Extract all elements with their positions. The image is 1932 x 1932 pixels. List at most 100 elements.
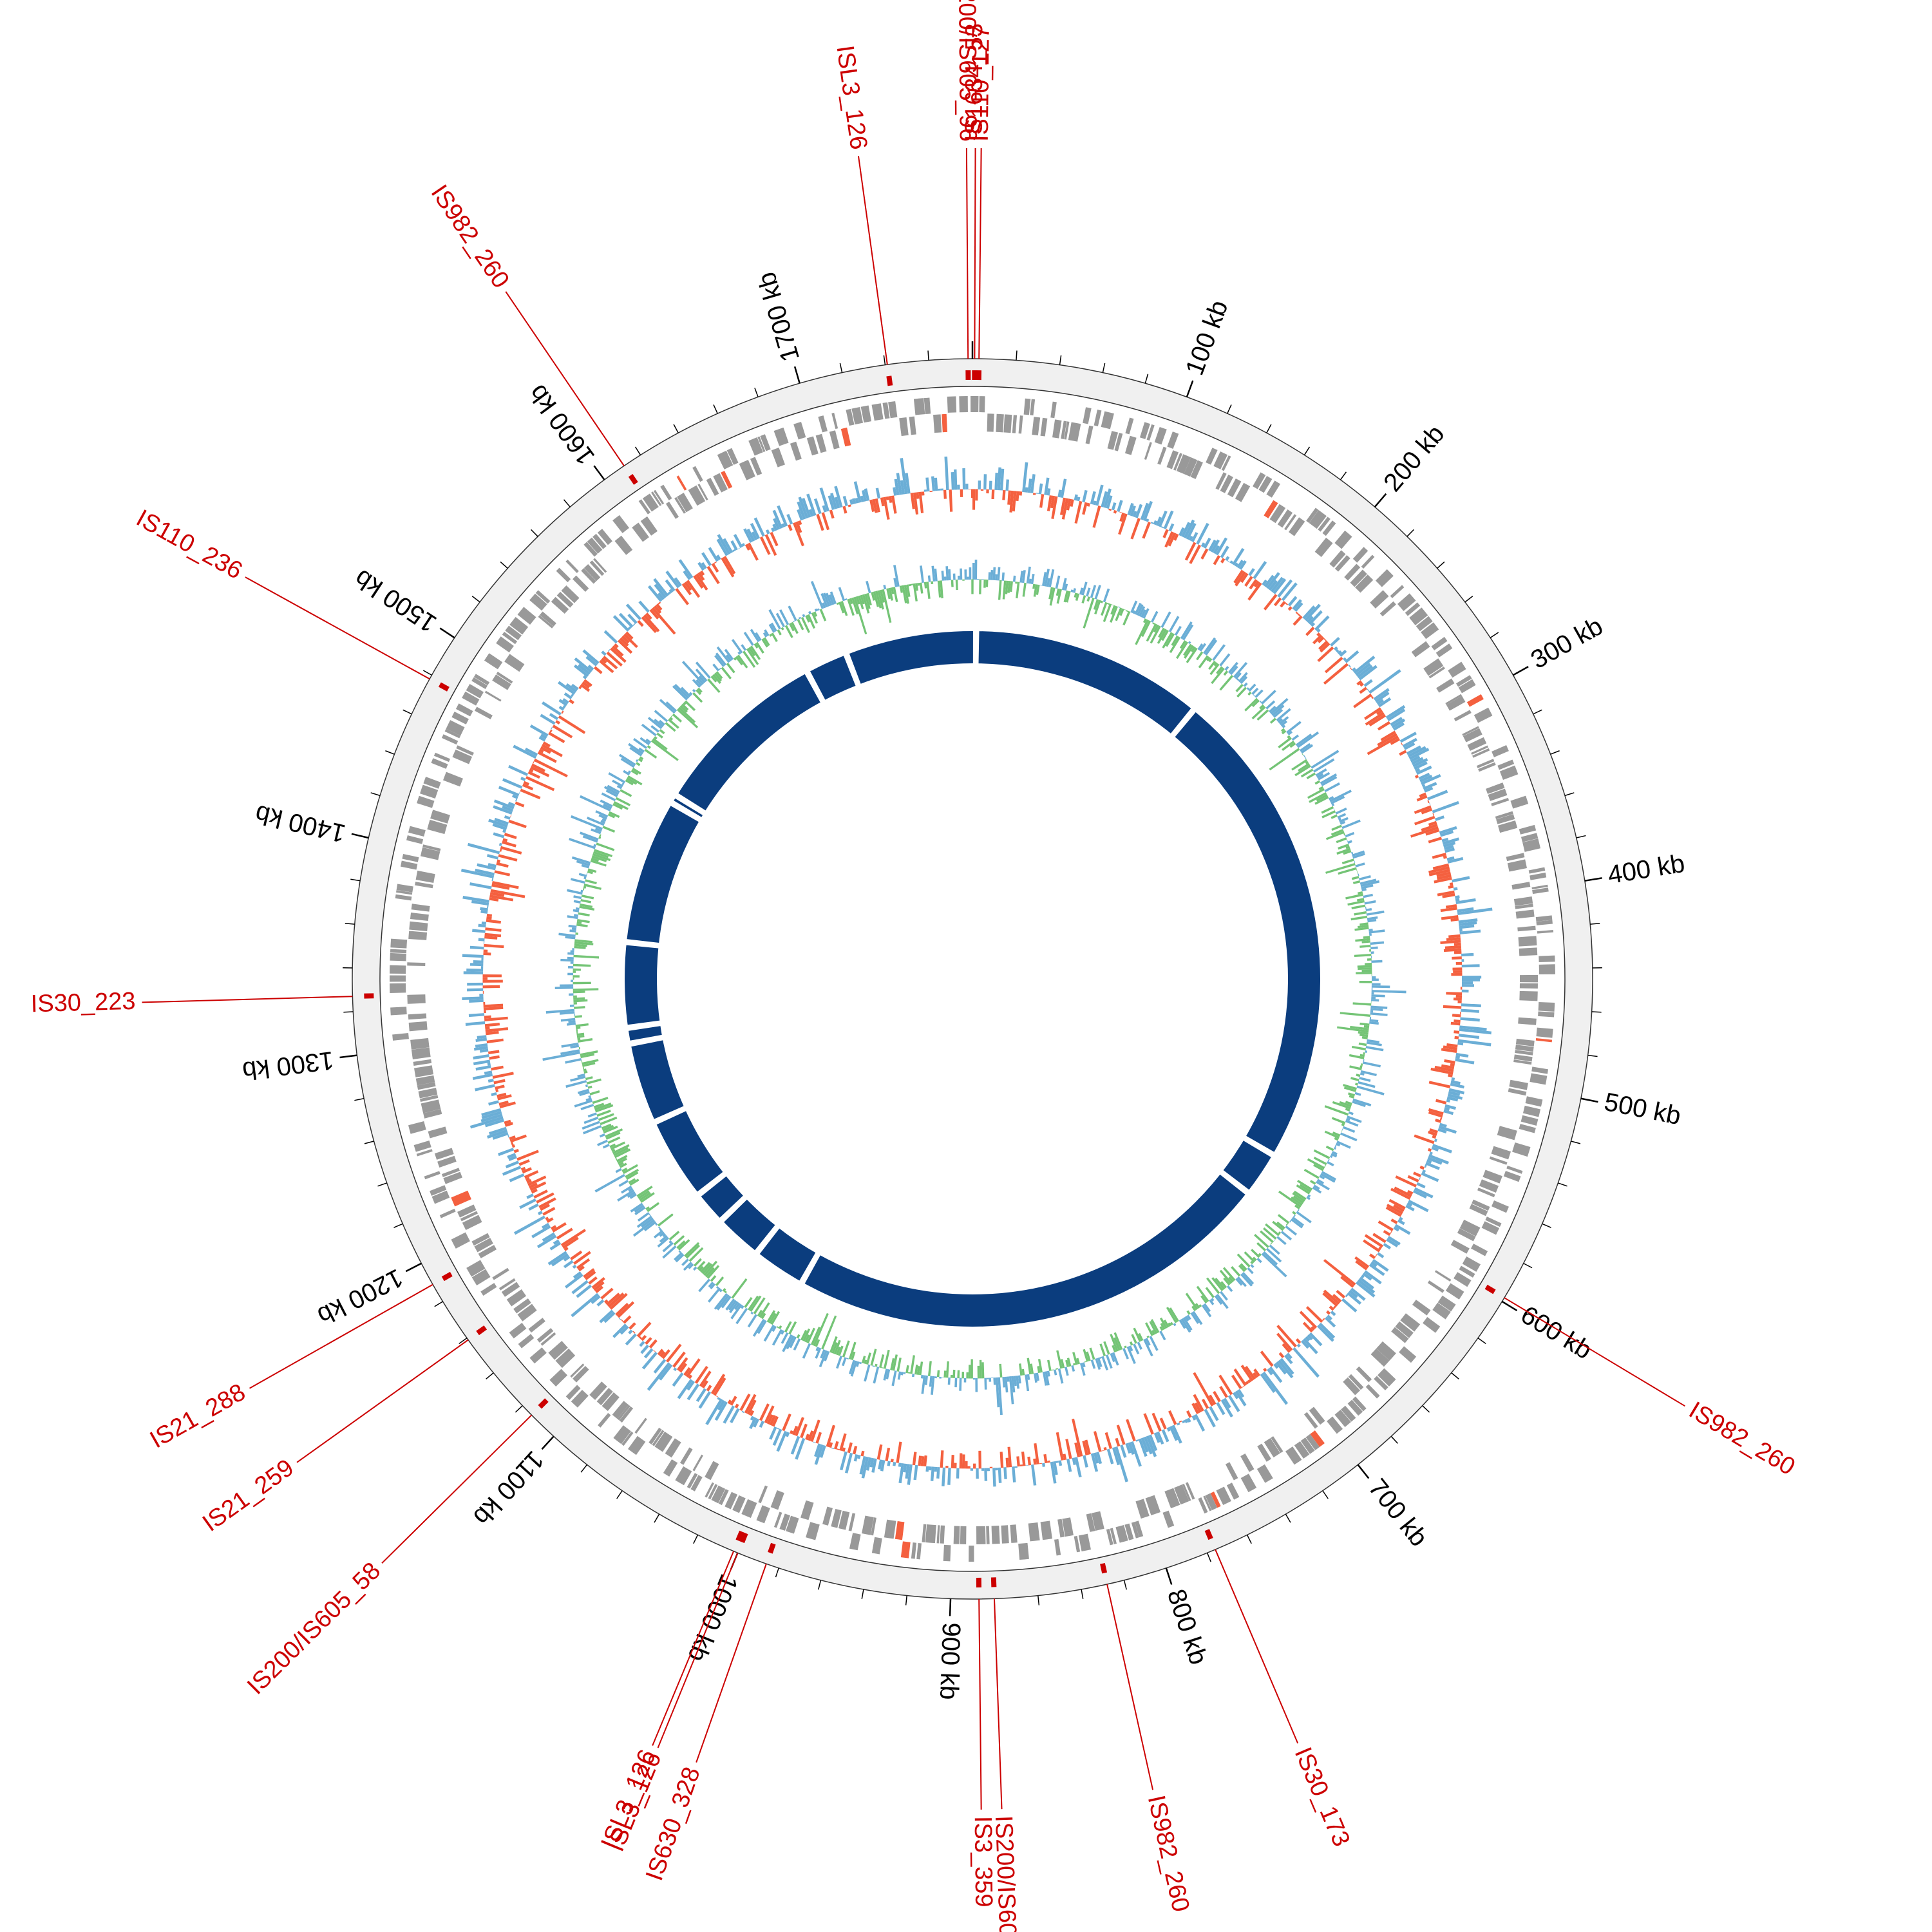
gc-skew-bar	[816, 513, 824, 531]
gc-skew-bar	[552, 724, 573, 739]
gene-block	[1264, 1438, 1280, 1458]
gc-skew-bar	[584, 1271, 596, 1281]
gc-skew-bar	[1461, 959, 1464, 962]
gc-skew-bar	[497, 859, 501, 863]
gc-content-bar	[638, 1190, 650, 1200]
gc-skew-bar	[1280, 1358, 1294, 1375]
gene-block	[660, 484, 672, 500]
gc-skew-bar	[769, 1426, 777, 1440]
gc-content-bar	[611, 1148, 616, 1152]
gene-block	[1507, 859, 1527, 872]
gc-skew-bar	[1441, 837, 1449, 842]
gene-block	[888, 401, 898, 419]
gc-skew-bar	[800, 1423, 808, 1439]
gc-skew-bar	[1287, 596, 1298, 607]
gc-content-bar	[609, 1143, 616, 1148]
gc-content-bar	[574, 1099, 593, 1108]
gc-skew-bar	[1437, 1128, 1447, 1134]
gc-skew-bar	[905, 1464, 910, 1479]
gc-skew-bar	[1113, 510, 1117, 514]
gc-skew-bar	[1168, 523, 1175, 532]
minor-tick	[345, 923, 355, 925]
gc-content-bar	[583, 884, 601, 890]
gc-skew-bar	[502, 840, 516, 848]
gc-skew-bar	[1412, 1189, 1427, 1198]
gc-content-bar	[1135, 619, 1150, 645]
gc-content-bar	[750, 1311, 754, 1315]
gc-skew-bar	[488, 863, 497, 868]
gc-skew-bar	[737, 547, 741, 549]
gc-content-bar	[1361, 969, 1372, 972]
gc-content-bar	[1021, 1368, 1025, 1376]
gc-skew-bar	[708, 547, 719, 562]
gc-skew-bar	[486, 913, 493, 918]
gc-content-bar	[772, 1325, 777, 1332]
gc-skew-bar	[600, 1287, 614, 1300]
gene-block	[451, 1232, 470, 1249]
homology-gap	[694, 1170, 729, 1198]
gc-skew-bar	[717, 1399, 726, 1411]
gc-content-bar	[743, 632, 754, 646]
gc-skew-bar	[1084, 1439, 1091, 1455]
gc-skew-bar	[460, 868, 495, 878]
gc-skew-bar	[1090, 1453, 1099, 1472]
gene-block	[506, 1289, 527, 1307]
gc-skew-bar	[504, 833, 517, 839]
is-label: IS110_127	[967, 25, 995, 142]
gc-content-bar	[716, 646, 730, 663]
gc-skew-bar	[693, 574, 704, 589]
gc-skew-bar	[1459, 921, 1477, 927]
gc-skew-bar	[582, 649, 600, 665]
gc-skew-bar	[771, 527, 775, 533]
gc-content-bar	[1211, 1298, 1215, 1302]
gc-content-bar	[1242, 1271, 1255, 1285]
gc-content-bar	[833, 1340, 841, 1355]
gc-content-bar	[1352, 1098, 1372, 1107]
gc-skew-bar	[1454, 942, 1461, 946]
gc-content-bar	[997, 567, 1001, 581]
gene-block	[922, 1524, 927, 1542]
gc-content-bar	[791, 621, 799, 634]
gene-block	[573, 575, 589, 592]
gc-content-bar	[755, 632, 762, 641]
gc-content-bar	[575, 907, 580, 911]
gc-content-bar	[781, 1330, 785, 1335]
gc-skew-bar	[961, 1454, 965, 1469]
gene-block	[589, 1381, 607, 1400]
gc-skew-bar	[498, 1148, 515, 1157]
gc-skew-bar	[1003, 1467, 1007, 1479]
gc-content-bar	[615, 1157, 618, 1160]
gc-content-bar	[943, 576, 947, 581]
gc-content-bar	[975, 1378, 978, 1392]
gc-content-bar	[1150, 1319, 1160, 1333]
gc-skew-bar	[1284, 1354, 1293, 1365]
gc-skew-bar	[1442, 837, 1459, 845]
gc-content-bar	[1295, 734, 1312, 746]
gene-block	[1101, 411, 1114, 430]
gc-skew-bar	[491, 878, 494, 882]
gc-skew-bar	[1450, 918, 1459, 922]
gc-content-bar	[1297, 1180, 1313, 1191]
gc-content-bar	[595, 810, 609, 818]
gc-skew-bar	[837, 1448, 840, 1450]
gc-skew-bar	[891, 495, 897, 514]
minor-tick	[1059, 355, 1062, 365]
gc-content-bar	[905, 1365, 909, 1374]
gc-skew-bar	[1364, 1234, 1384, 1248]
gc-content-bar	[574, 943, 587, 947]
gc-content-bar	[659, 1228, 662, 1231]
gene-block	[433, 752, 450, 762]
gc-content-bar	[1002, 1376, 1006, 1388]
gene-block	[663, 1459, 678, 1477]
minor-tick	[486, 1372, 494, 1379]
gene-block	[597, 529, 612, 545]
gc-content-bar	[721, 1296, 732, 1309]
gc-skew-bar	[1323, 638, 1327, 641]
gc-skew-bar	[1240, 1365, 1254, 1382]
gc-skew-bar	[1066, 1458, 1072, 1472]
gc-skew-bar	[900, 458, 908, 495]
gc-skew-bar	[477, 863, 496, 871]
gc-skew-bar	[1377, 1252, 1385, 1258]
gc-skew-bar	[1106, 495, 1113, 509]
minor-tick	[393, 1223, 403, 1228]
